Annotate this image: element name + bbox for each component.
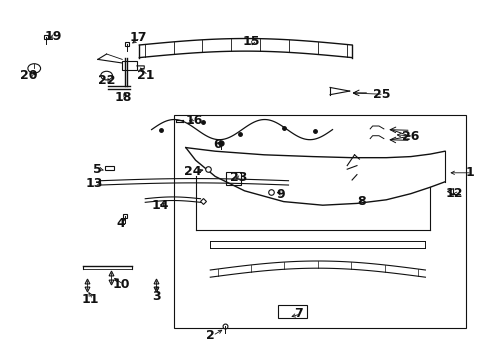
Text: 1: 1 <box>464 166 473 179</box>
Text: 25: 25 <box>372 88 389 101</box>
Text: 4: 4 <box>117 217 125 230</box>
Text: 26: 26 <box>401 130 419 143</box>
Text: 20: 20 <box>20 69 37 82</box>
Bar <box>226 172 241 185</box>
Text: 24: 24 <box>184 165 202 178</box>
Text: 19: 19 <box>44 30 61 42</box>
Text: 2: 2 <box>205 329 214 342</box>
Text: 15: 15 <box>242 35 259 48</box>
Bar <box>105 166 114 170</box>
Bar <box>173 115 465 328</box>
Text: 21: 21 <box>137 69 154 82</box>
Bar <box>277 305 306 318</box>
Text: 3: 3 <box>152 291 161 303</box>
Text: 10: 10 <box>112 278 130 291</box>
Text: 13: 13 <box>85 177 103 190</box>
Text: 6: 6 <box>213 138 222 150</box>
Text: 5: 5 <box>93 163 102 176</box>
Text: 8: 8 <box>357 195 366 208</box>
Text: 16: 16 <box>185 114 203 127</box>
Text: 18: 18 <box>114 91 132 104</box>
Text: 22: 22 <box>98 75 115 87</box>
Bar <box>122 61 137 70</box>
Text: 14: 14 <box>151 199 168 212</box>
Text: 7: 7 <box>293 307 302 320</box>
Text: 17: 17 <box>129 31 146 44</box>
Text: 11: 11 <box>81 293 99 306</box>
Text: 9: 9 <box>276 188 285 201</box>
Text: 23: 23 <box>229 171 247 184</box>
Text: 12: 12 <box>445 187 463 200</box>
